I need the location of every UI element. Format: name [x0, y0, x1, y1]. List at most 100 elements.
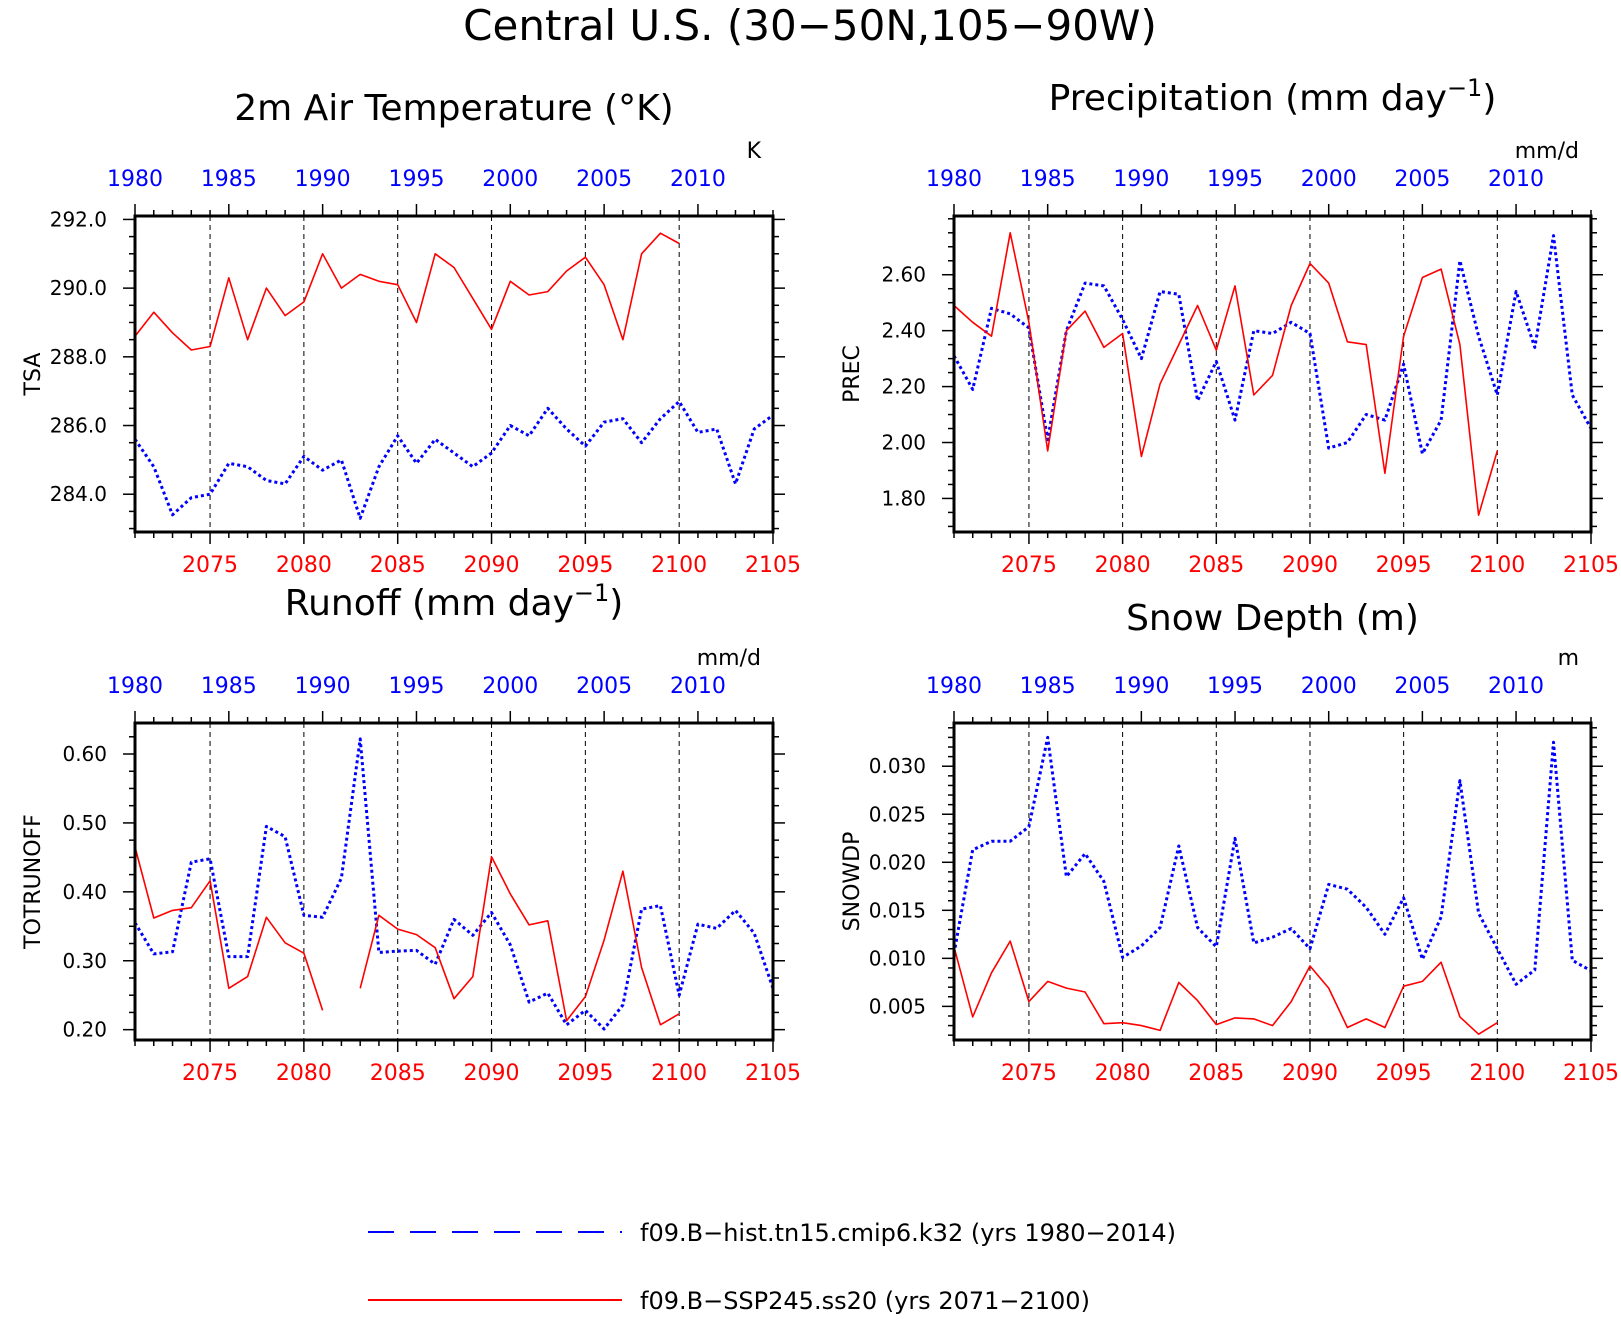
legend-label: f09.B−hist.tn15.cmip6.k32 (yrs 1980−2014… — [640, 1219, 1176, 1247]
x-tick-label-ssp: 2075 — [182, 1061, 238, 1086]
panel-snowdp: Snow Depth (m) m SNOWDP 2075 2080 2085 2090 209… — [840, 598, 1619, 1086]
x-tick-label-ssp: 2100 — [651, 553, 707, 578]
panel-prec: Precipitation (mm day−1) mm/d PREC 2075 2080… — [840, 74, 1619, 578]
y-tick-label: 2.00 — [881, 431, 926, 455]
units-label: mm/d — [1515, 139, 1579, 164]
y-tick-label: 2.20 — [881, 375, 926, 399]
y-tick-label: 0.30 — [62, 949, 107, 973]
panel-title-text: 2m Air Temperature (°K) — [234, 88, 673, 129]
plot-frame — [133, 214, 775, 534]
y-tick-label: 0.20 — [62, 1018, 107, 1042]
y-tick-label: 0.010 — [869, 946, 926, 970]
panel-title: Runoff (mm day−1) — [285, 579, 624, 624]
panel-title-text: Precipitation (mm day — [1049, 78, 1447, 119]
x-tick-label-hist: 1995 — [1207, 167, 1263, 192]
x-tick-label-hist: 2000 — [1301, 167, 1357, 192]
panel-title-close: ) — [1482, 78, 1496, 119]
x-tick-label-ssp: 2080 — [276, 553, 332, 578]
x-tick-label-ssp: 2085 — [370, 1061, 426, 1086]
x-tick-label-ssp: 2085 — [370, 553, 426, 578]
y-tick-label: 290.0 — [50, 276, 107, 300]
x-tick-label-hist: 1985 — [1020, 167, 1076, 192]
x-tick-label-hist: 2010 — [670, 674, 726, 699]
panel-title-text: Runoff (mm day — [285, 583, 574, 624]
x-tick-label-hist: 2005 — [576, 167, 632, 192]
y-axis-label: SNOWDP — [840, 832, 865, 932]
y-tick-label: 0.030 — [869, 754, 926, 778]
series-line-ssp — [134, 232, 680, 351]
legend: f09.B−hist.tn15.cmip6.k32 (yrs 1980−2014… — [368, 1219, 1176, 1315]
x-tick-label-hist: 1990 — [295, 674, 351, 699]
x-tick-label-ssp: 2105 — [1563, 553, 1619, 578]
y-axis-label: TOTRUNOFF — [21, 814, 46, 950]
panel-title: Snow Depth (m) — [1126, 598, 1419, 639]
y-tick-label: 288.0 — [50, 345, 107, 369]
panel-tsa: 2m Air Temperature (°K) K TSA 2075 2080 2085 2… — [21, 88, 801, 578]
figure-title: Central U.S. (30−50N,105−90W) — [463, 1, 1157, 50]
x-tick-label-ssp: 2085 — [1188, 1061, 1244, 1086]
series-line-hist — [952, 735, 1592, 986]
x-tick-label-hist: 1995 — [1207, 674, 1263, 699]
units-label: mm/d — [697, 646, 761, 671]
y-tick-label: 1.80 — [881, 486, 926, 510]
x-tick-label-ssp: 2085 — [1188, 553, 1244, 578]
y-tick-label: 0.40 — [62, 880, 107, 904]
x-tick-label-ssp: 2095 — [1376, 1061, 1432, 1086]
x-tick-label-hist: 1985 — [201, 674, 257, 699]
y-tick-label: 284.0 — [50, 482, 107, 506]
x-tick-label-ssp: 2080 — [1095, 553, 1151, 578]
x-tick-label-ssp: 2080 — [1095, 1061, 1151, 1086]
x-tick-label-hist: 1990 — [295, 167, 351, 192]
y-axis-label: PREC — [840, 345, 865, 403]
y-tick-label: 2.40 — [881, 319, 926, 343]
x-tick-label-ssp: 2095 — [1376, 553, 1432, 578]
x-tick-label-hist: 2000 — [482, 674, 538, 699]
x-tick-label-hist: 2005 — [1394, 674, 1450, 699]
x-tick-label-hist: 2000 — [482, 167, 538, 192]
x-tick-label-ssp: 2090 — [1282, 553, 1338, 578]
x-tick-label-hist: 1985 — [201, 167, 257, 192]
panel-title-superscript: −1 — [574, 579, 609, 607]
x-tick-label-ssp: 2095 — [557, 1061, 613, 1086]
series-line-hist — [133, 737, 775, 1031]
y-tick-label: 0.025 — [869, 802, 926, 826]
panel-totrunoff: Runoff (mm day−1) mm/d TOTRUNOFF 2075 2080 20… — [21, 579, 801, 1086]
x-tick-label-hist: 2010 — [670, 167, 726, 192]
y-tick-label: 292.0 — [50, 207, 107, 231]
y-tick-label: 0.005 — [869, 994, 926, 1018]
series-line-ssp — [953, 940, 1498, 1035]
x-tick-label-ssp: 2095 — [557, 553, 613, 578]
panel-title: 2m Air Temperature (°K) — [234, 88, 673, 129]
plot-frame — [133, 721, 775, 1042]
x-tick-label-hist: 2010 — [1488, 674, 1544, 699]
x-tick-label-hist: 2005 — [576, 674, 632, 699]
x-tick-label-ssp: 2075 — [1001, 553, 1057, 578]
y-tick-label: 0.020 — [869, 850, 926, 874]
chart-panels: 2m Air Temperature (°K) K TSA 2075 2080 2085 2… — [21, 74, 1619, 1086]
x-tick-label-ssp: 2090 — [464, 1061, 520, 1086]
panel-title-close: ) — [609, 583, 623, 624]
x-tick-label-ssp: 2105 — [745, 553, 801, 578]
x-tick-label-hist: 1980 — [107, 167, 163, 192]
x-tick-label-ssp: 2105 — [1563, 1061, 1619, 1086]
y-tick-label: 2.60 — [881, 263, 926, 287]
x-tick-label-hist: 1985 — [1020, 674, 1076, 699]
x-tick-label-ssp: 2090 — [464, 553, 520, 578]
x-tick-label-hist: 1995 — [388, 674, 444, 699]
plot-frame — [952, 721, 1593, 1042]
units-label: K — [747, 139, 762, 164]
panel-title: Precipitation (mm day−1) — [1049, 74, 1497, 119]
x-tick-label-hist: 1980 — [926, 167, 982, 192]
legend-label: f09.B−SSP245.ss20 (yrs 2071−2100) — [640, 1287, 1090, 1315]
x-tick-label-ssp: 2100 — [1469, 1061, 1525, 1086]
x-tick-label-hist: 1990 — [1113, 167, 1169, 192]
x-tick-label-hist: 1980 — [926, 674, 982, 699]
y-axis-label: TSA — [21, 353, 46, 397]
x-tick-label-hist: 2010 — [1488, 167, 1544, 192]
y-tick-label: 0.015 — [869, 898, 926, 922]
x-tick-label-ssp: 2090 — [1282, 1061, 1338, 1086]
x-tick-label-hist: 2005 — [1394, 167, 1450, 192]
series-line-hist — [952, 234, 1593, 456]
x-tick-label-hist: 1990 — [1113, 674, 1169, 699]
